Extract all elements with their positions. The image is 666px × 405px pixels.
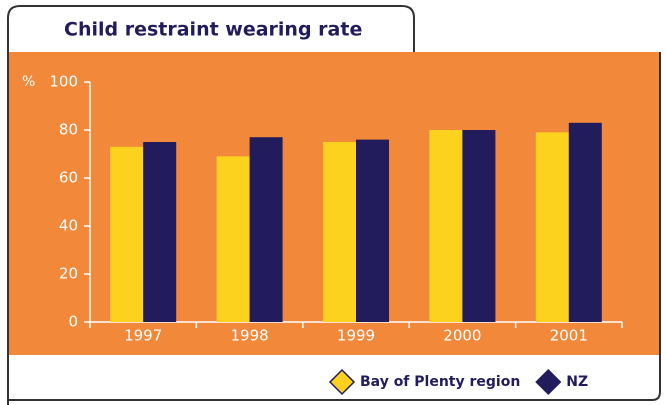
x-tick-label: 2001 (550, 327, 588, 345)
chart-title: Child restraint wearing rate (64, 19, 362, 41)
bar (568, 122, 602, 322)
legend-label: Bay of Plenty region (360, 374, 520, 390)
y-tick-label: 40 (59, 217, 78, 235)
y-tick-label: 80 (59, 121, 78, 139)
bar (356, 139, 389, 322)
frame (8, 52, 661, 401)
title-tab (7, 5, 415, 405)
legend-marker (328, 368, 356, 396)
bar (216, 156, 250, 322)
x-tick-label: 2000 (443, 327, 481, 345)
x-tick-label: 1997 (124, 327, 162, 345)
y-tick-label: 60 (59, 169, 78, 187)
y-tick-label: 20 (59, 265, 78, 283)
bar (429, 130, 463, 322)
x-tick-label: 1998 (231, 327, 269, 345)
bar (462, 130, 496, 322)
bar (535, 132, 569, 322)
bar (323, 142, 356, 322)
bar (249, 137, 283, 322)
bar (143, 142, 177, 322)
legend-label: NZ (566, 374, 588, 390)
y-unit: % (22, 74, 35, 90)
y-tick-label: 100 (49, 73, 78, 91)
bar (110, 146, 144, 322)
legend-marker (535, 368, 562, 396)
x-tick-label: 1999 (337, 327, 375, 345)
y-tick-label: 0 (68, 313, 78, 331)
